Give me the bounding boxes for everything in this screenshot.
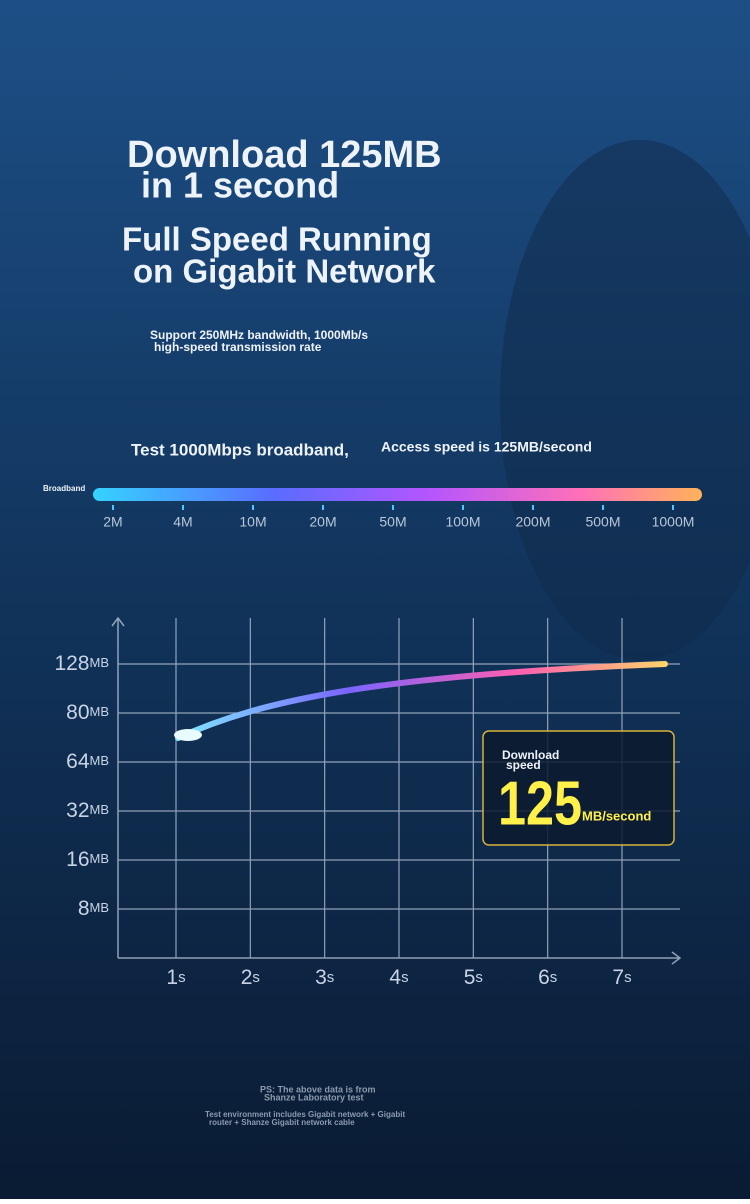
y-label: 32MB	[66, 799, 109, 822]
x-number: 1	[166, 966, 178, 989]
y-unit: MB	[90, 851, 110, 866]
x-label: 4s	[389, 966, 408, 989]
callout-box	[482, 730, 675, 846]
y-unit: MB	[90, 802, 110, 817]
scale-label: 10M	[239, 514, 266, 530]
x-label: 1s	[166, 966, 185, 989]
x-number: 6	[538, 966, 550, 989]
footnote: Shanze Laboratory test	[264, 1092, 364, 1102]
broadband-bar	[93, 488, 702, 501]
y-number: 64	[66, 750, 90, 773]
headline: in 1 second	[141, 165, 339, 206]
x-unit: s	[252, 969, 259, 986]
test-line: Access speed is 125MB/second	[381, 439, 592, 455]
y-number: 128	[54, 652, 89, 675]
x-unit: s	[327, 969, 335, 986]
x-unit: s	[550, 969, 558, 986]
footnote: Test environment includes Gigabit networ…	[205, 1110, 405, 1119]
y-unit: MB	[90, 655, 110, 670]
headline: Download 125MB	[127, 134, 442, 176]
x-label: 2s	[241, 966, 260, 989]
y-number: 32	[66, 799, 89, 822]
test-line: Test 1000Mbps broadband,	[131, 440, 349, 459]
x-label: 6s	[538, 966, 557, 989]
scale-label: 1000M	[652, 514, 695, 530]
support-text: high-speed transmission rate	[154, 340, 322, 354]
scale-label: 50M	[379, 514, 406, 530]
footnote: PS: The above data is from	[260, 1084, 376, 1094]
subheadline: Full Speed Running	[122, 221, 432, 258]
footnote: router + Shanze Gigabit network cable	[209, 1118, 355, 1127]
callout-unit: MB/second	[582, 808, 651, 823]
scale-label: 200M	[515, 514, 550, 530]
scale-label: 100M	[445, 514, 480, 530]
y-unit: MB	[90, 753, 110, 768]
x-unit: s	[475, 969, 483, 986]
curve-glow	[174, 729, 202, 741]
x-label: 7s	[612, 966, 631, 989]
y-label: 16MB	[66, 848, 109, 871]
scale-label: 20M	[309, 514, 336, 530]
callout-title: speed	[506, 758, 541, 772]
silhouette	[500, 140, 750, 660]
y-number: 8	[78, 897, 90, 920]
x-number: 3	[315, 966, 327, 989]
y-unit: MB	[90, 704, 110, 719]
x-number: 2	[241, 966, 253, 989]
scale-label: 2M	[103, 514, 122, 530]
y-unit: MB	[90, 900, 110, 915]
x-number: 7	[612, 966, 624, 989]
x-unit: s	[178, 969, 186, 986]
y-label: 8MB	[78, 897, 109, 920]
y-label: 64MB	[66, 750, 109, 773]
callout-title: Download	[502, 748, 559, 762]
y-label: 80MB	[66, 701, 109, 724]
support-text: Support 250MHz bandwidth, 1000Mb/s	[150, 328, 368, 342]
subheadline: on Gigabit Network	[133, 253, 436, 290]
y-label: 128MB	[54, 652, 109, 675]
scale-label: 500M	[585, 514, 620, 530]
x-number: 4	[389, 966, 401, 989]
x-unit: s	[624, 969, 632, 986]
scale-label: 4M	[173, 514, 192, 530]
callout-number: 125	[498, 769, 582, 838]
y-number: 16	[66, 848, 89, 871]
broadband-label: Broadband	[43, 484, 85, 493]
x-label: 3s	[315, 966, 334, 989]
y-number: 80	[66, 701, 89, 724]
x-number: 5	[464, 966, 476, 989]
x-label: 5s	[464, 966, 483, 989]
x-unit: s	[401, 969, 409, 986]
speed-curve	[175, 661, 668, 741]
